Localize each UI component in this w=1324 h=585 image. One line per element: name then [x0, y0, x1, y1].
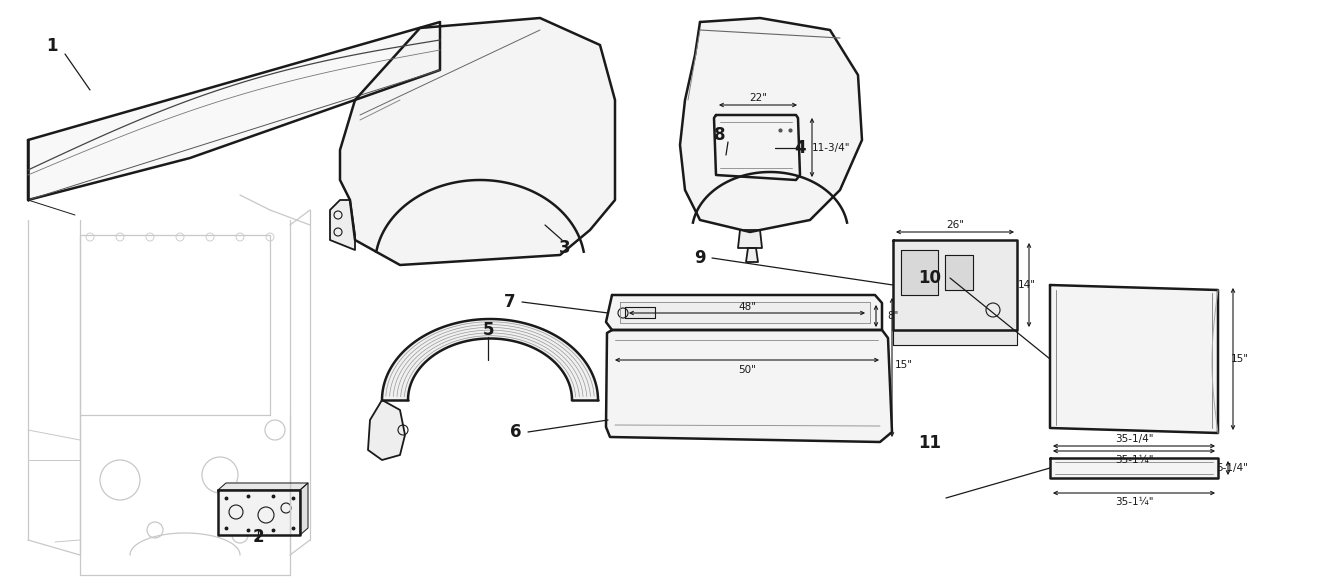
- Polygon shape: [945, 255, 973, 290]
- Text: 2: 2: [252, 528, 263, 546]
- Text: 22": 22": [749, 93, 767, 103]
- Text: 3: 3: [559, 239, 571, 257]
- Polygon shape: [28, 22, 440, 200]
- Polygon shape: [301, 483, 308, 535]
- Text: 4: 4: [794, 139, 806, 157]
- Text: 11: 11: [919, 434, 941, 452]
- Polygon shape: [1050, 458, 1218, 478]
- Polygon shape: [340, 18, 616, 265]
- Polygon shape: [625, 307, 655, 318]
- Text: 5-1/4": 5-1/4": [1215, 463, 1249, 473]
- Text: 15": 15": [1231, 354, 1249, 364]
- Text: 35-1¼": 35-1¼": [1115, 455, 1153, 465]
- Text: 10: 10: [919, 269, 941, 287]
- Text: 9: 9: [694, 249, 706, 267]
- Text: 8": 8": [887, 311, 899, 321]
- Text: 14": 14": [1018, 280, 1035, 290]
- Text: 11-3/4": 11-3/4": [812, 143, 850, 153]
- Polygon shape: [745, 248, 759, 262]
- Polygon shape: [218, 483, 308, 490]
- Text: 50": 50": [737, 365, 756, 375]
- Text: 1: 1: [46, 37, 58, 55]
- Polygon shape: [218, 490, 301, 535]
- Polygon shape: [330, 200, 355, 250]
- Text: 35-1¼": 35-1¼": [1115, 497, 1153, 507]
- Text: 8: 8: [714, 126, 726, 144]
- Polygon shape: [892, 240, 1017, 330]
- Polygon shape: [368, 400, 405, 460]
- Text: 48": 48": [737, 302, 756, 312]
- Polygon shape: [606, 295, 882, 330]
- Polygon shape: [606, 330, 892, 442]
- Polygon shape: [620, 302, 870, 323]
- Polygon shape: [383, 319, 598, 400]
- Text: 5: 5: [482, 321, 494, 339]
- Polygon shape: [714, 115, 800, 180]
- Polygon shape: [737, 230, 763, 248]
- Polygon shape: [892, 330, 1017, 345]
- Polygon shape: [681, 18, 862, 232]
- Text: 6: 6: [510, 423, 522, 441]
- Text: 7: 7: [504, 293, 516, 311]
- Polygon shape: [902, 250, 937, 295]
- Text: 15": 15": [895, 360, 914, 370]
- Text: 35-1/4": 35-1/4": [1115, 434, 1153, 444]
- Polygon shape: [1050, 285, 1218, 433]
- Text: 26": 26": [947, 220, 964, 230]
